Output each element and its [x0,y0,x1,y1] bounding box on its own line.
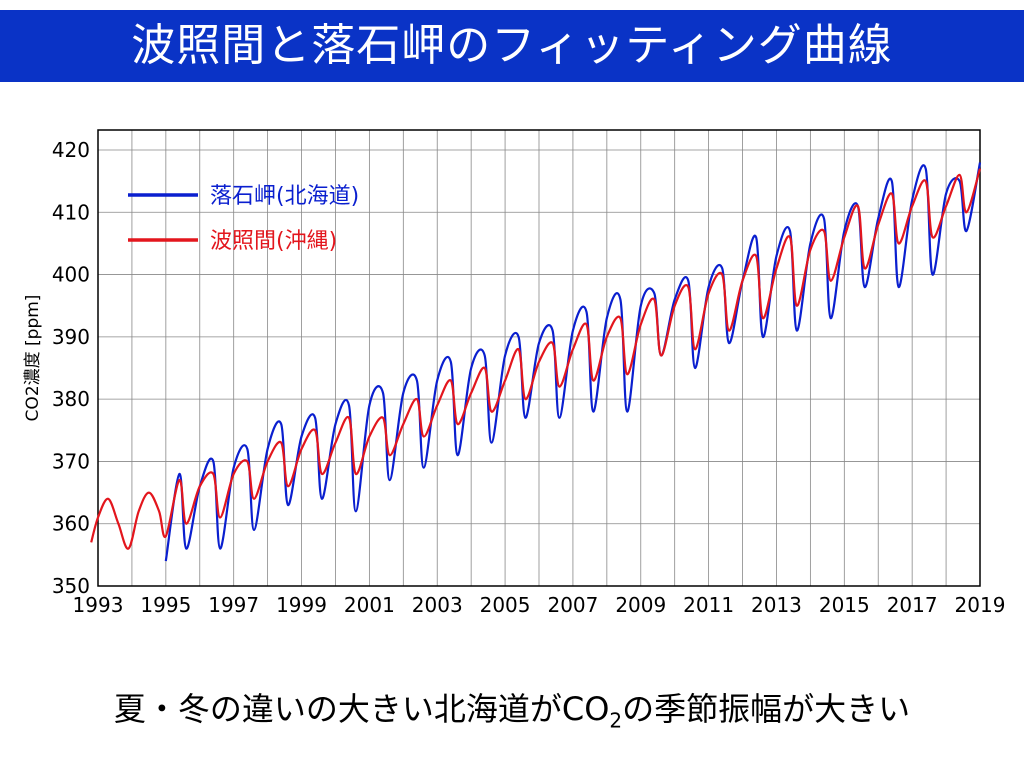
y-tick-label: 390 [52,325,90,349]
series-line-ochiishi [164,162,982,562]
x-tick-label: 2009 [615,593,666,617]
x-tick-label: 2017 [887,593,938,617]
x-tick-label: 2011 [683,593,734,617]
slide-caption: 夏・冬の違いの大きい北海道がCO2の季節振幅が大きい [0,684,1024,732]
x-tick-label: 2007 [547,593,598,617]
legend-label: 落石岬(北海道) [210,184,359,209]
series-line-hateruma [90,168,982,550]
x-tick-label: 2003 [412,593,463,617]
y-tick-label: 370 [52,449,90,473]
x-tick-label: 2015 [819,593,870,617]
x-tick-label: 1993 [73,593,124,617]
legend-label: 波照間(沖縄) [210,229,337,254]
tick-labels: 350 360 370 380 390 400 410 420 1993 1995 1997 1999… [52,138,1006,617]
y-tick-label: 410 [52,200,90,224]
y-tick-label: 400 [52,263,90,287]
caption-text-2: の季節振幅が大きい [622,690,911,728]
y-tick-label: 350 [52,574,90,598]
series-layer [90,162,982,562]
y-tick-label: 360 [52,512,90,536]
title-bar: 波照間と落石岬のフィッティング曲線 [0,10,1024,82]
y-tick-label: 380 [52,387,90,411]
caption-subscript: 2 [609,708,623,733]
x-tick-label: 1997 [208,593,259,617]
caption-text-1: 夏・冬の違いの大きい北海道がCO [113,690,610,728]
co2-chart: 350 360 370 380 390 400 410 420 1993 1995 1997 1999… [23,129,1006,617]
y-tick-label: 420 [52,138,90,162]
legend: 落石岬(北海道) 波照間(沖縄) [128,184,359,254]
x-tick-label: 2001 [344,593,395,617]
x-tick-label: 1995 [140,593,191,617]
x-tick-label: 1999 [276,593,327,617]
x-tick-label: 2013 [751,593,802,617]
x-tick-label: 2019 [955,593,1006,617]
plot-frame [97,129,981,587]
slide-title: 波照間と落石岬のフィッティング曲線 [131,20,893,71]
y-axis-label: CO2濃度 [ppm] [23,295,43,422]
x-tick-label: 2005 [480,593,531,617]
